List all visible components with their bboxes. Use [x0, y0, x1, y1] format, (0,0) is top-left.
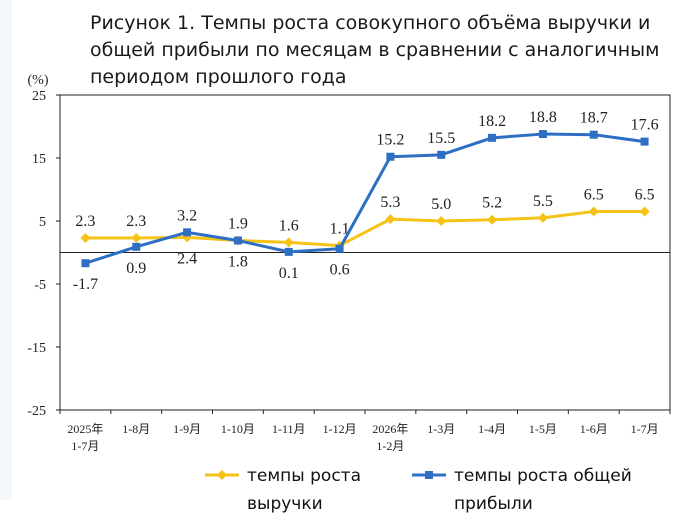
data-label: 5.3 [380, 194, 400, 211]
x-tick-label: 1-3月 [427, 422, 455, 436]
x-tick-label: 1-5月 [529, 422, 557, 436]
data-point-marker [538, 130, 547, 139]
data-label: 5.0 [431, 196, 451, 213]
data-point-marker [588, 206, 599, 217]
data-point-marker [80, 233, 91, 244]
x-tick-label: 1-2月 [376, 439, 404, 453]
data-point-marker [183, 228, 192, 237]
legend-label: прибыли [454, 494, 533, 514]
data-point-marker [335, 244, 344, 253]
data-label: 0.1 [279, 265, 299, 282]
y-unit-label: (%) [28, 73, 49, 88]
x-tick-label: 1-11月 [272, 422, 306, 436]
data-label: 0.9 [126, 260, 146, 277]
x-tick-label: 1-7月 [631, 422, 659, 436]
data-label: 1.1 [330, 221, 350, 238]
data-label: 5.5 [533, 193, 553, 210]
legend-label: темпы роста общей [454, 466, 632, 486]
data-label: 2.3 [75, 213, 95, 230]
title-line-3: периодом прошлого года [90, 66, 347, 88]
x-tick-label: 1-9月 [173, 422, 201, 436]
left-edge-strip [0, 0, 12, 500]
data-point-marker [132, 242, 141, 251]
data-point-marker [385, 214, 396, 225]
data-point-marker [589, 130, 598, 139]
data-label: 6.5 [584, 187, 604, 204]
data-point-marker [640, 137, 649, 146]
data-point-marker [487, 214, 498, 225]
x-tick-label: 2025年 [67, 422, 103, 436]
data-label: 18.2 [478, 113, 506, 130]
data-label: 15.2 [376, 132, 404, 149]
data-label: 0.6 [330, 262, 350, 279]
x-tick-label: 1-4月 [478, 422, 506, 436]
x-tick-label: 1-12月 [323, 422, 357, 436]
x-tick-label: 1-8月 [122, 422, 150, 436]
legend-label: темпы роста [247, 466, 361, 486]
data-label: 1.9 [228, 216, 248, 233]
title-line-2: общей прибыли по месяцам в сравнении с а… [90, 39, 660, 61]
data-label: -1.7 [73, 276, 98, 293]
data-label: 17.6 [631, 117, 659, 134]
y-tick-label: 15 [32, 152, 46, 167]
data-point-marker [537, 212, 548, 223]
data-label: 3.2 [177, 207, 197, 224]
data-label: 18.8 [529, 109, 557, 126]
data-point-marker [639, 206, 650, 217]
series-line-revenue [85, 210, 645, 248]
chart-title: Рисунок 1. Темпы роста совокупного объём… [90, 10, 680, 91]
data-label: 15.5 [427, 130, 455, 147]
title-line-1: Рисунок 1. Темпы роста совокупного объём… [90, 12, 651, 34]
data-point-marker [386, 152, 395, 161]
x-tick-label: 1-7月 [71, 439, 99, 453]
x-tick-label: 1-10月 [221, 422, 255, 436]
x-tick-label: 1-6月 [580, 422, 608, 436]
data-label: 2.3 [126, 213, 146, 230]
data-label: 1.8 [228, 254, 248, 271]
legend-swatch-marker [425, 471, 433, 479]
x-tick-label: 2026年 [372, 422, 408, 436]
data-point-marker [436, 216, 447, 226]
data-point-marker [233, 236, 242, 245]
y-tick-label: -5 [34, 278, 46, 293]
data-point-marker [437, 150, 446, 159]
legend-label: выручки [247, 494, 323, 514]
y-tick-label: 5 [39, 215, 46, 230]
y-tick-label: -25 [27, 404, 46, 419]
data-point-marker [81, 259, 90, 268]
y-tick-label: 25 [32, 89, 46, 104]
data-label: 18.7 [580, 110, 608, 127]
y-tick-label: -15 [27, 341, 46, 356]
data-point-marker [284, 247, 293, 256]
data-label: 2.4 [177, 250, 197, 267]
series-line-profit [84, 132, 645, 265]
legend-swatch-marker [217, 470, 227, 480]
data-label: 1.6 [279, 217, 299, 234]
data-point-marker [283, 237, 294, 248]
data-label: 5.2 [482, 195, 502, 212]
data-label: 6.5 [635, 187, 655, 204]
data-point-marker [488, 133, 497, 142]
data-point-marker [131, 233, 142, 244]
